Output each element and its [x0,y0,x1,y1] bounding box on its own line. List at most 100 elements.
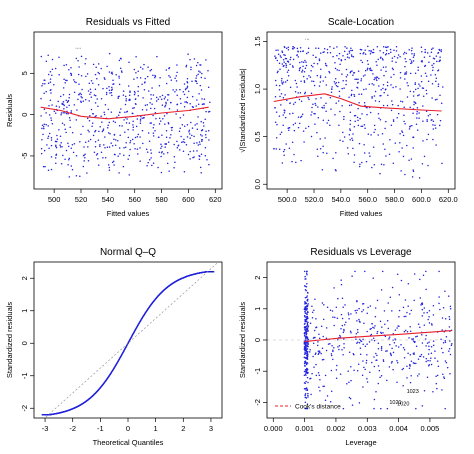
data-point [143,88,146,91]
data-point [292,112,294,115]
data-point [69,72,72,75]
data-point [363,366,365,369]
x-tick-label: 1 [154,424,158,433]
data-point [393,55,396,58]
data-point [101,121,103,123]
data-point [409,58,411,61]
data-point [382,104,385,107]
data-point [131,138,134,141]
data-point [201,135,203,137]
data-point [311,80,313,82]
data-point [80,93,83,96]
data-point [388,338,390,340]
outlier-label: 1021 [389,400,401,406]
data-point [55,144,57,147]
x-tick-label: 580 [155,195,168,204]
data-point [161,104,164,106]
data-point [407,305,409,307]
data-point [115,74,117,76]
data-point [176,140,178,143]
data-point [319,52,322,54]
data-point [207,86,210,89]
data-point [50,168,53,171]
data-point [134,92,136,94]
data-point [282,97,285,99]
data-point [68,158,70,161]
data-point [87,140,90,142]
scale-location-panel: Scale-Location...500.0 520.0 540.0 560.0 580… [238,17,458,218]
data-point [160,147,162,149]
data-point [448,316,451,318]
data-point [443,376,445,378]
data-point [65,99,67,101]
data-point [408,159,410,162]
data-point [193,156,195,158]
data-point [386,319,389,322]
data-point [417,69,419,71]
x-axis-label: Fitted values [107,209,150,218]
data-point [426,376,429,379]
data-point [99,125,101,128]
data-point [361,374,364,377]
data-point [354,78,356,80]
data-point [128,174,131,176]
data-point [413,53,416,55]
data-point [192,106,194,109]
data-point [404,329,407,332]
data-point [322,119,325,121]
data-point [348,50,351,52]
data-point [396,327,398,329]
y-tick-label: 0 [20,341,29,345]
data-point [305,319,307,321]
data-point [286,60,289,63]
data-point [339,139,341,142]
data-point [416,110,418,113]
data-point [403,315,405,318]
data-point [401,131,404,134]
data-point [323,47,326,50]
data-point [336,46,338,48]
data-point [325,102,327,105]
y-tick-label: -1 [253,368,262,375]
data-point [71,143,74,146]
data-point [406,330,409,333]
data-point [435,144,437,146]
data-point [444,340,446,342]
data-point [392,368,394,371]
data-point [387,94,389,97]
data-point [133,107,135,109]
data-point [102,129,104,132]
data-point [119,67,122,69]
data-point [93,151,96,154]
data-point [345,79,347,82]
data-point [367,306,369,309]
data-point [305,350,307,352]
data-point [50,139,53,141]
data-point [435,382,438,385]
data-point [370,50,372,53]
data-point [58,106,61,108]
data-point [306,316,309,319]
data-point [182,114,185,116]
data-point [363,88,365,91]
data-point [307,96,309,99]
data-point [148,90,150,92]
data-point [328,70,330,73]
data-point [276,123,278,126]
data-point [48,132,51,135]
data-point [305,348,307,350]
data-point [202,122,205,124]
data-point [141,83,143,85]
data-point [449,305,452,308]
data-point [151,87,153,89]
data-point [82,154,85,157]
data-point [306,327,309,330]
data-point [62,112,64,114]
data-point [87,90,90,92]
data-point [60,113,62,116]
data-point [87,146,89,148]
data-point [402,134,405,137]
data-point [42,133,44,136]
data-point [154,129,156,132]
data-point [91,125,93,128]
